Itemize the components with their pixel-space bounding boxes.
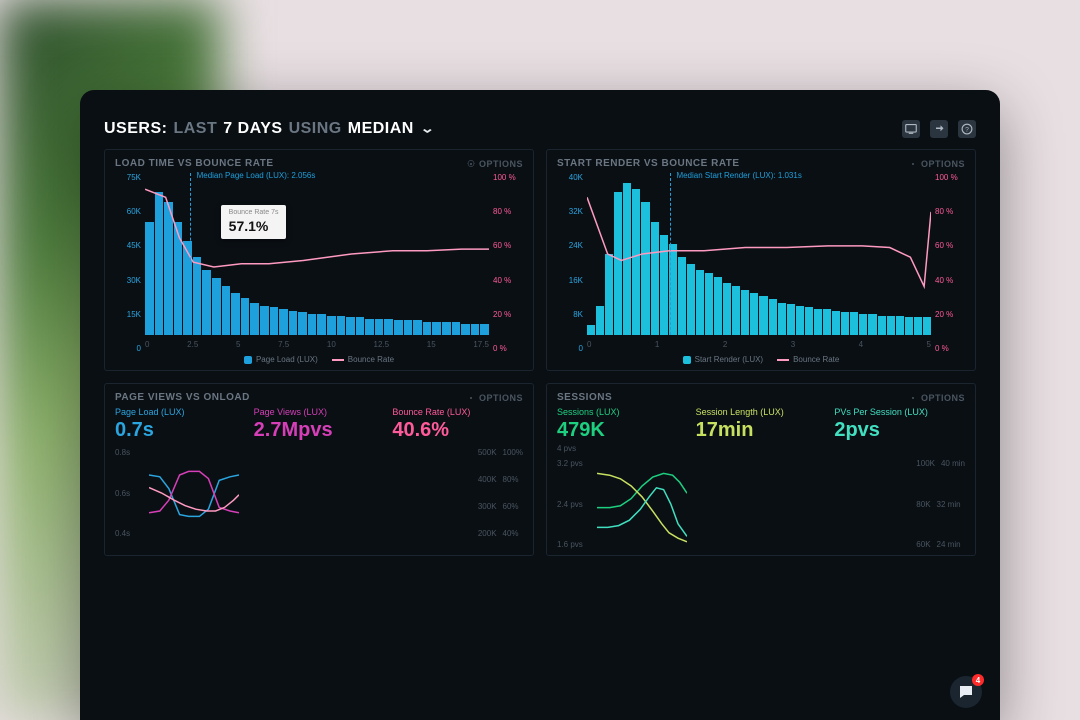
median-label: Median Page Load (LUX): 2.056s <box>197 171 316 180</box>
chat-icon <box>958 684 974 700</box>
y-axis-left: 75K60K45K30K15K0 <box>115 173 141 353</box>
chart-start-render: 40K32K24K16K8K0 100 %80 %60 %40 %20 %0 %… <box>557 173 965 353</box>
metrics-row: Sessions (LUX)479K4 pvsSession Length (L… <box>557 407 965 453</box>
title-dim-1: LAST <box>173 120 217 138</box>
help-icon[interactable]: ? <box>958 120 976 138</box>
bounce-curve <box>145 173 489 335</box>
page-title[interactable]: USERS: LAST 7 DAYS USING MEDIAN ⌄ <box>104 118 435 139</box>
panel-sessions: SESSIONS OPTIONS Sessions (LUX)479K4 pvs… <box>546 383 976 556</box>
dashboard-header: USERS: LAST 7 DAYS USING MEDIAN ⌄ ? <box>104 118 976 139</box>
panel-title: LOAD TIME VS BOUNCE RATE <box>115 158 273 169</box>
chevron-down-icon[interactable]: ⌄ <box>420 121 436 136</box>
x-axis: 012345 <box>587 340 931 349</box>
gear-icon <box>467 160 475 168</box>
svg-text:?: ? <box>965 126 969 133</box>
header-actions: ? <box>902 120 976 138</box>
panel-title: START RENDER VS BOUNCE RATE <box>557 158 740 169</box>
curves <box>597 459 687 549</box>
gear-icon <box>467 394 475 402</box>
panel-title: PAGE VIEWS VS ONLOAD <box>115 392 250 403</box>
tooltip: Bounce Rate 7s 57.1% <box>221 205 287 238</box>
y-axis-right: 100 %80 %60 %40 %20 %0 % <box>493 173 523 353</box>
options-button[interactable]: OPTIONS <box>467 159 523 169</box>
tooltip-value: 57.1% <box>229 218 279 235</box>
curves <box>149 448 239 538</box>
y-axis-left: 0.8s0.6s0.4s <box>115 448 130 538</box>
y-axis-right: 500K100%400K80%300K60%200K40% <box>478 448 523 538</box>
panel-page-views: PAGE VIEWS VS ONLOAD OPTIONS Page Load (… <box>104 383 534 556</box>
metrics-row: Page Load (LUX)0.7sPage Views (LUX)2.7Mp… <box>115 407 523 442</box>
legend: Start Render (LUX)Bounce Rate <box>557 355 965 364</box>
gear-icon <box>909 394 917 402</box>
options-button[interactable]: OPTIONS <box>909 393 965 403</box>
title-prefix: USERS: <box>104 120 167 138</box>
title-metric: MEDIAN <box>348 120 414 138</box>
x-axis: 02.557.51012.51517.5 <box>145 340 489 349</box>
median-label: Median Start Render (LUX): 1.031s <box>676 171 801 180</box>
chart-page-views: 0.8s0.6s0.4s 500K100%400K80%300K60%200K4… <box>115 448 523 538</box>
median-line <box>670 173 671 335</box>
dashboard-screen: USERS: LAST 7 DAYS USING MEDIAN ⌄ ? LOAD… <box>80 90 1000 720</box>
title-dim-2: USING <box>289 120 342 138</box>
display-icon[interactable] <box>902 120 920 138</box>
panels-grid: LOAD TIME VS BOUNCE RATE OPTIONS 75K60K4… <box>104 149 976 556</box>
legend: Page Load (LUX)Bounce Rate <box>115 355 523 364</box>
options-button[interactable]: OPTIONS <box>909 159 965 169</box>
median-line <box>190 173 191 335</box>
panel-start-render: START RENDER VS BOUNCE RATE OPTIONS 40K3… <box>546 149 976 371</box>
chart-load-time: 75K60K45K30K15K0 100 %80 %60 %40 %20 %0 … <box>115 173 523 353</box>
options-button[interactable]: OPTIONS <box>467 393 523 403</box>
y-axis-left: 3.2 pvs2.4 pvs1.6 pvs <box>557 459 583 549</box>
share-icon[interactable] <box>930 120 948 138</box>
chart-sessions: 3.2 pvs2.4 pvs1.6 pvs 100K40 min80K32 mi… <box>557 459 965 549</box>
notification-badge: 4 <box>972 674 984 686</box>
y-axis-right: 100 %80 %60 %40 %20 %0 % <box>935 173 965 353</box>
title-range: 7 DAYS <box>223 120 282 138</box>
y-axis-left: 40K32K24K16K8K0 <box>557 173 583 353</box>
panel-load-time: LOAD TIME VS BOUNCE RATE OPTIONS 75K60K4… <box>104 149 534 371</box>
chat-button[interactable]: 4 <box>950 676 982 708</box>
panel-title: SESSIONS <box>557 392 612 403</box>
tooltip-header: Bounce Rate 7s <box>229 209 279 217</box>
y-axis-right: 100K40 min80K32 min60K24 min <box>916 459 965 549</box>
bounce-curve <box>587 173 931 335</box>
gear-icon <box>909 160 917 168</box>
